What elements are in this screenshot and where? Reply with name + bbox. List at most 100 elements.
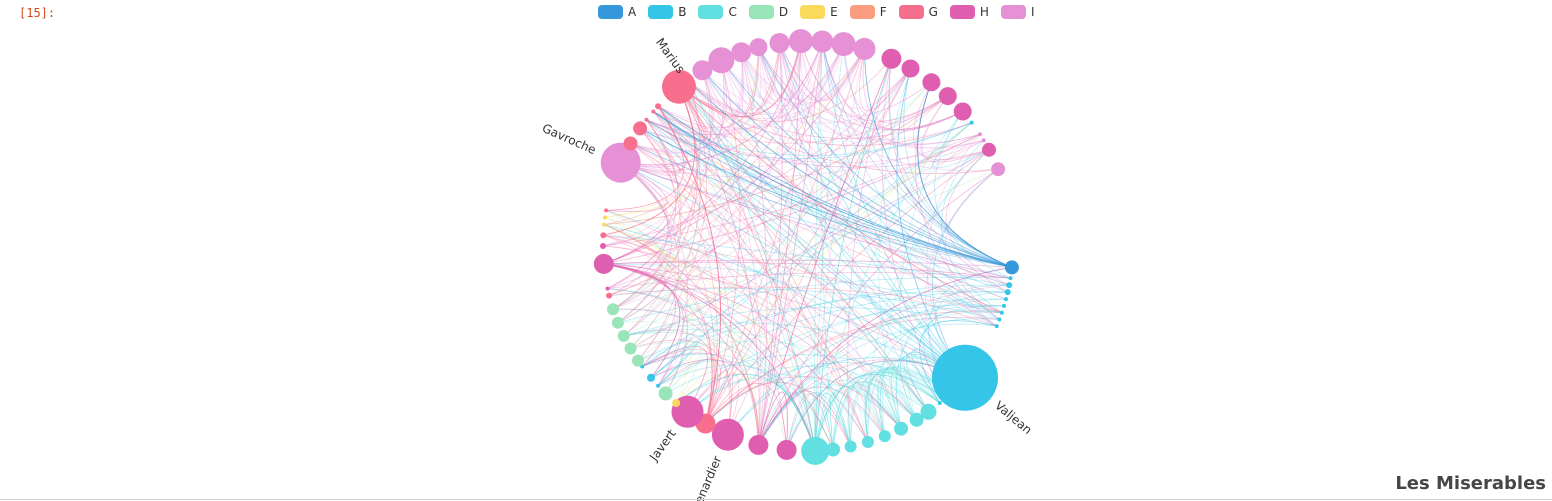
graph-link: [608, 162, 669, 296]
graph-node[interactable]: [624, 342, 637, 355]
graph-node[interactable]: [1004, 297, 1008, 302]
graph-node[interactable]: [603, 215, 607, 220]
graph-node[interactable]: [617, 329, 630, 342]
legend-item[interactable]: D: [748, 5, 788, 19]
graph-node[interactable]: [982, 142, 996, 157]
graph-node[interactable]: [651, 109, 656, 114]
graph-node[interactable]: [602, 222, 607, 227]
legend-item[interactable]: A: [598, 5, 636, 19]
graph-link: [821, 41, 1000, 320]
graph-node[interactable]: [748, 434, 769, 455]
graph-node[interactable]: [623, 136, 638, 151]
legend-item[interactable]: C: [698, 5, 737, 19]
graph-link: [602, 68, 911, 247]
graph-node[interactable]: [731, 42, 752, 63]
graph-node[interactable]: [831, 32, 856, 57]
graph-link: [639, 52, 744, 142]
graph-link: [603, 263, 834, 450]
cell-prompt: [15]:: [19, 6, 56, 20]
graph-link: [603, 224, 834, 450]
legend-item[interactable]: F: [849, 5, 887, 19]
graph-node[interactable]: [776, 439, 797, 460]
graph-node[interactable]: [672, 399, 681, 407]
graph-link: [864, 371, 941, 443]
graph-link: [687, 79, 997, 327]
graph-node[interactable]: [938, 87, 957, 106]
graph-node[interactable]: [593, 253, 614, 274]
graph-node[interactable]: [711, 418, 744, 451]
graph-link: [800, 41, 844, 99]
graph-link: [865, 369, 946, 443]
graph-node[interactable]: [605, 286, 610, 291]
graph-node[interactable]: [604, 208, 609, 213]
graph-node[interactable]: [909, 412, 924, 427]
graph-node[interactable]: [894, 421, 909, 436]
legend-item[interactable]: G: [898, 5, 938, 19]
graph-node[interactable]: [600, 142, 641, 183]
graph-node[interactable]: [644, 117, 649, 122]
graph-node[interactable]: [943, 396, 948, 401]
graph-node[interactable]: [606, 292, 613, 299]
graph-node[interactable]: [632, 354, 644, 367]
legend-label: E: [830, 5, 838, 19]
graph-node[interactable]: [647, 373, 655, 382]
graph-node[interactable]: [844, 440, 857, 453]
graph-node[interactable]: [861, 436, 874, 448]
graph-node[interactable]: [655, 103, 662, 110]
graph-node[interactable]: [878, 430, 891, 443]
graph-node[interactable]: [708, 47, 735, 74]
graph-link: [758, 284, 1010, 446]
graph-node[interactable]: [1008, 276, 1013, 281]
graph-link: [821, 41, 966, 379]
graph-node[interactable]: [932, 344, 998, 411]
graph-link: [705, 60, 741, 424]
graph-node[interactable]: [1002, 303, 1006, 308]
graph-node[interactable]: [749, 38, 768, 57]
graph-node[interactable]: [991, 162, 1006, 177]
graph-node[interactable]: [607, 303, 619, 316]
graph-node[interactable]: [801, 436, 830, 465]
graph-node[interactable]: [920, 403, 937, 420]
graph-node[interactable]: [769, 33, 790, 53]
graph-node[interactable]: [953, 102, 972, 121]
graph-node[interactable]: [600, 243, 606, 249]
graph-node[interactable]: [994, 324, 999, 329]
legend-item[interactable]: B: [648, 5, 686, 19]
graph-node[interactable]: [788, 29, 813, 54]
graph-node[interactable]: [922, 73, 941, 92]
graph-node[interactable]: [937, 401, 942, 405]
graph-node[interactable]: [1004, 289, 1011, 296]
legend-item[interactable]: I: [1000, 5, 1034, 19]
graph-node[interactable]: [999, 310, 1004, 315]
graph-node[interactable]: [826, 442, 840, 457]
graph-node[interactable]: [811, 30, 834, 53]
graph-node[interactable]: [853, 37, 876, 60]
graph-node[interactable]: [685, 78, 690, 83]
graph-node[interactable]: [633, 121, 648, 136]
graph-node[interactable]: [1006, 282, 1013, 289]
legend-item[interactable]: H: [949, 5, 989, 19]
graph-link: [675, 304, 1005, 404]
graph-link: [646, 119, 990, 168]
graph-node[interactable]: [658, 386, 673, 401]
graph-node[interactable]: [948, 391, 953, 396]
graph-link: [850, 368, 951, 447]
graph-link: [604, 48, 865, 218]
graph-node[interactable]: [969, 120, 974, 125]
graph-node[interactable]: [656, 383, 661, 388]
graph-node[interactable]: [981, 138, 986, 143]
graph-node[interactable]: [1004, 260, 1019, 275]
legend-item[interactable]: E: [800, 5, 838, 19]
graph-node[interactable]: [901, 59, 920, 78]
graph-node[interactable]: [997, 317, 1002, 322]
graph-link: [603, 86, 696, 236]
graph-node[interactable]: [611, 316, 624, 329]
graph-node[interactable]: [600, 232, 607, 239]
graph-node[interactable]: [662, 69, 696, 104]
graph-link: [758, 390, 851, 447]
graph-link: [758, 267, 1012, 446]
graph-node[interactable]: [692, 60, 713, 81]
graph-node[interactable]: [977, 132, 982, 137]
graph-link: [814, 318, 1000, 452]
graph-node[interactable]: [881, 48, 902, 69]
